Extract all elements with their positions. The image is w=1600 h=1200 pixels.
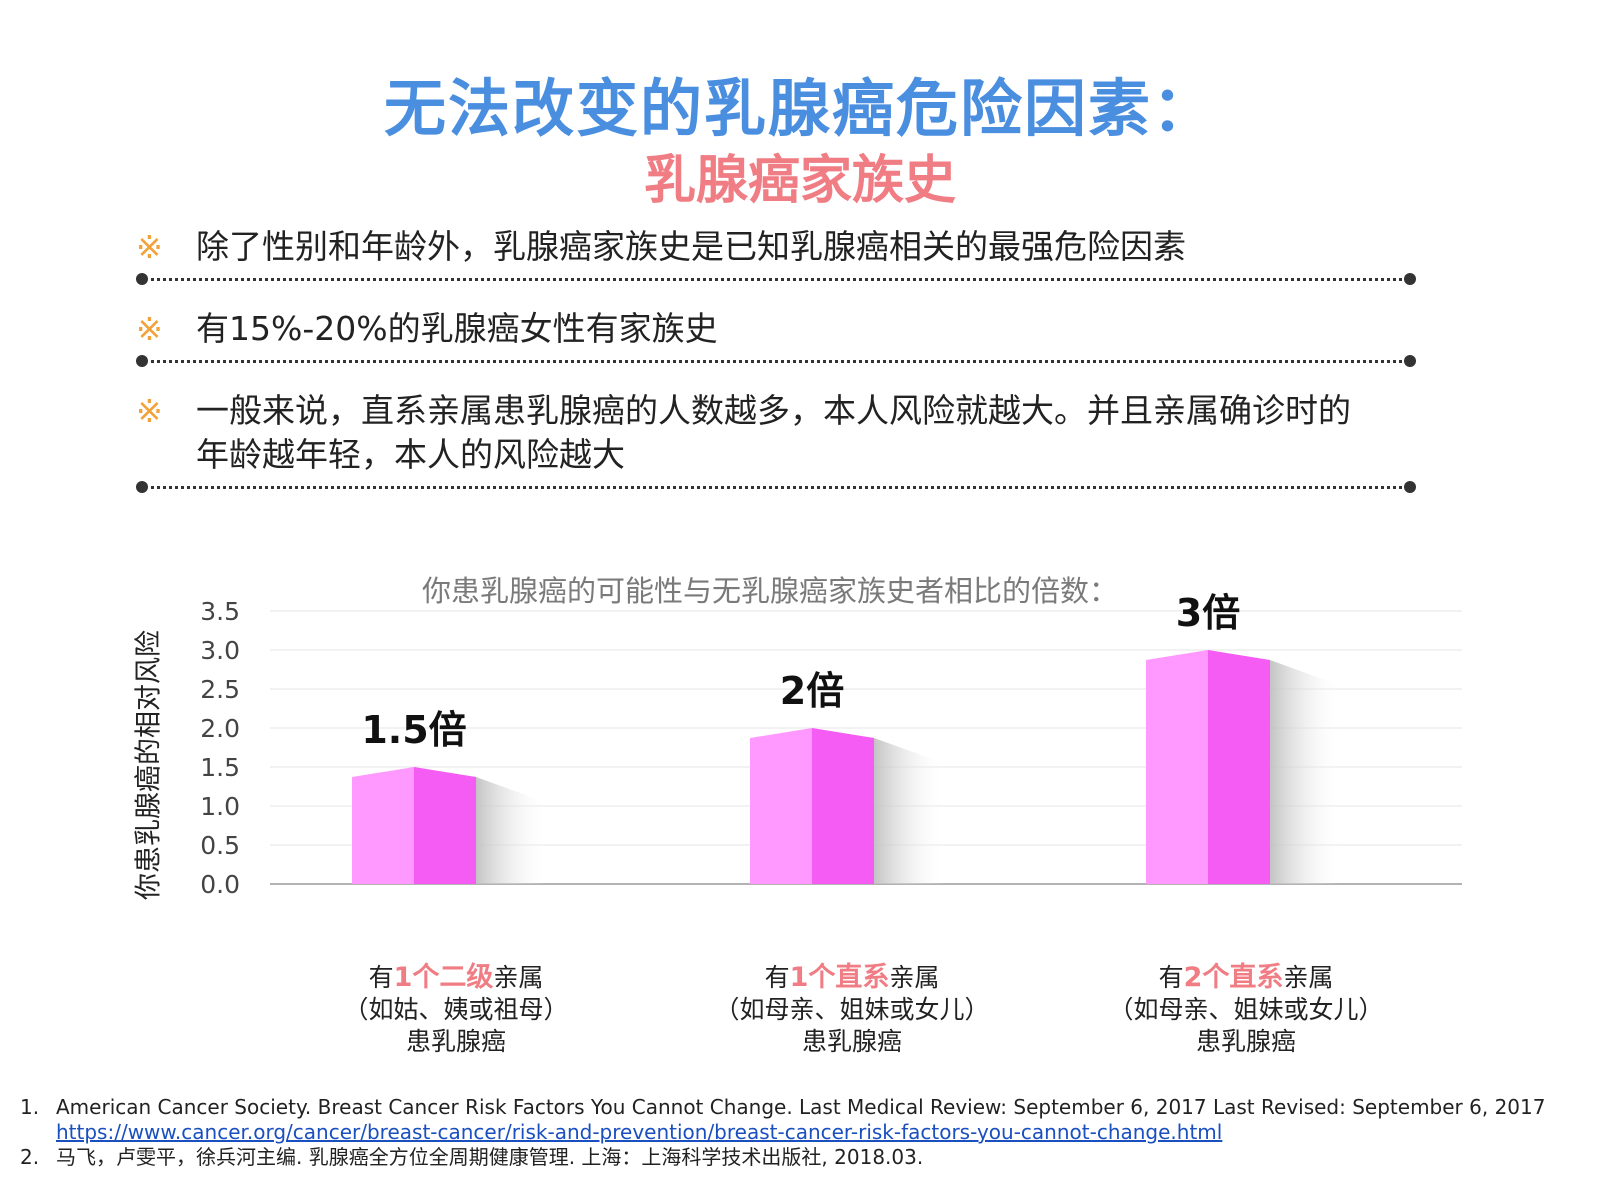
- y-tick-label: 3.0: [200, 636, 240, 665]
- reference-mark-icon: ※: [136, 392, 163, 430]
- bar-shadow: [476, 777, 548, 884]
- category-label: 有1个二级亲属 （如姑、姨或祖母） 患乳腺癌: [343, 962, 569, 1056]
- bullet-item: ※ 有15%-20%的乳腺癌女性有家族史: [136, 307, 1416, 367]
- y-tick-label: 0.5: [200, 831, 240, 860]
- y-tick-label: 1.0: [200, 792, 240, 821]
- reference-link[interactable]: https://www.cancer.org/cancer/breast-can…: [56, 1120, 1223, 1144]
- bar: [1208, 650, 1270, 884]
- bar: [352, 767, 414, 884]
- data-label: 3倍: [1176, 591, 1240, 635]
- y-tick-label: 0.0: [200, 870, 240, 899]
- category-label: 有1个直系亲属 （如母亲、姐妹或女儿） 患乳腺癌: [714, 962, 990, 1056]
- bullet-text: 一般来说，直系亲属患乳腺癌的人数越多，本人风险就越大。并且亲属确诊时的年龄越年轻…: [196, 391, 1351, 474]
- reference-item: 1. American Cancer Society. Breast Cance…: [20, 1095, 1546, 1144]
- bullet-item: ※ 一般来说，直系亲属患乳腺癌的人数越多，本人风险就越大。并且亲属确诊时的年龄越…: [136, 389, 1416, 493]
- y-tick-label: 3.5: [200, 597, 240, 626]
- bullet-text: 除了性别和年龄外，乳腺癌家族史是已知乳腺癌相关的最强危险因素: [196, 227, 1186, 266]
- reference-mark-icon: ※: [136, 310, 163, 348]
- y-tick-label: 2.0: [200, 714, 240, 743]
- bar: [750, 728, 812, 884]
- bar-shadow: [874, 738, 946, 884]
- dotted-divider: [136, 481, 1416, 493]
- references: 1. American Cancer Society. Breast Cance…: [20, 1095, 1545, 1170]
- reference-mark-icon: ※: [136, 228, 163, 266]
- y-tick-label: 2.5: [200, 675, 240, 704]
- bar-shadow: [1270, 660, 1342, 884]
- category-label: 有2个直系亲属 （如母亲、姐妹或女儿） 患乳腺癌: [1108, 962, 1384, 1056]
- data-label: 1.5倍: [361, 708, 466, 752]
- bullet-item: ※ 除了性别和年龄外，乳腺癌家族史是已知乳腺癌相关的最强危险因素: [136, 225, 1416, 285]
- dotted-divider: [136, 355, 1416, 367]
- y-tick-label: 1.5: [200, 753, 240, 782]
- bar: [414, 767, 476, 884]
- bar: [1146, 650, 1208, 884]
- page-subtitle: 乳腺癌家族史: [643, 151, 956, 211]
- bullet-list: ※ 除了性别和年龄外，乳腺癌家族史是已知乳腺癌相关的最强危险因素 ※ 有15%-…: [136, 225, 1416, 493]
- reference-item: 2. 马飞，卢雯平，徐兵河主编. 乳腺癌全方位全周期健康管理. 上海：上海科学技…: [20, 1145, 924, 1169]
- data-label: 2倍: [780, 669, 844, 713]
- chart-title: 你患乳腺癌的可能性与无乳腺癌家族史者相比的倍数：: [421, 574, 1118, 608]
- bar: [812, 728, 874, 884]
- page-title: 无法改变的乳腺癌危险因素：: [383, 72, 1216, 145]
- bullet-text: 有15%-20%的乳腺癌女性有家族史: [196, 309, 718, 348]
- dotted-divider: [136, 273, 1416, 285]
